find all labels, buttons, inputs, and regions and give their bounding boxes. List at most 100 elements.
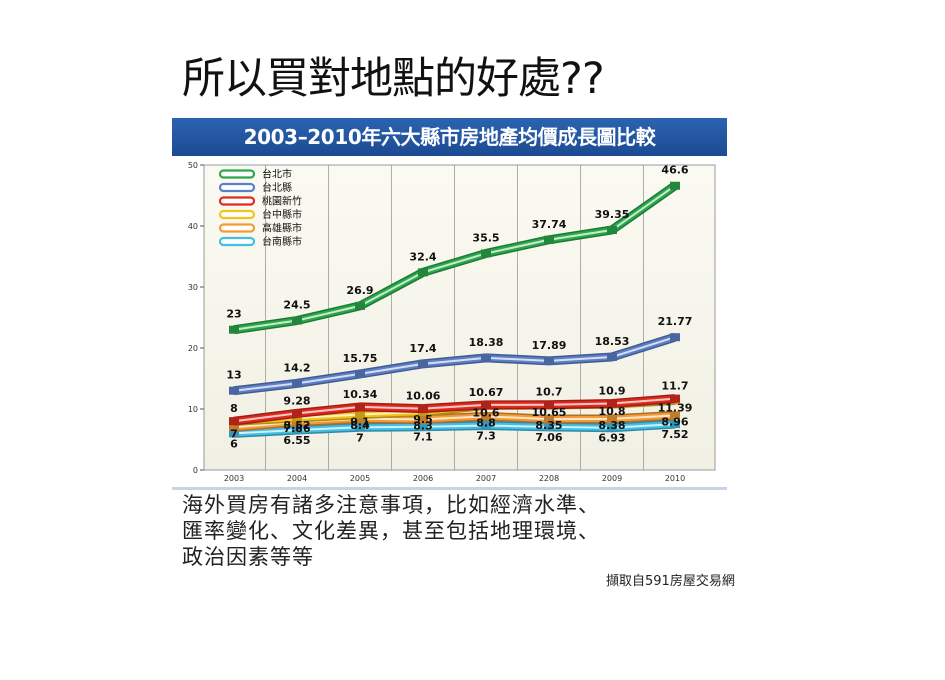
y-tick-label: 40: [188, 222, 198, 231]
data-label: 8.4: [350, 419, 370, 432]
data-label: 46.6: [661, 164, 688, 177]
data-point: [670, 411, 680, 420]
x-tick-label: 2208: [539, 474, 559, 483]
data-label: 7: [230, 427, 238, 440]
data-point: [355, 369, 365, 378]
data-point: [544, 400, 554, 409]
x-tick-label: 2007: [476, 474, 496, 483]
series-line-highlight: [233, 423, 676, 435]
data-point: [481, 412, 491, 421]
data-point: [229, 386, 239, 395]
body-line: 政治因素等等: [182, 545, 314, 569]
x-tick-label: 2009: [602, 474, 622, 483]
x-tick-label: 2005: [350, 474, 370, 483]
legend-swatch: [218, 182, 256, 193]
data-label: 10.06: [406, 390, 441, 403]
data-point: [607, 352, 617, 361]
data-point: [292, 426, 302, 435]
data-label: 7.1: [413, 431, 433, 444]
data-point: [418, 404, 428, 413]
body-line: 海外買房有諸多注意事項，比如經濟水準、: [182, 493, 600, 517]
data-point: [607, 414, 617, 423]
data-point: [544, 235, 554, 244]
data-point: [229, 423, 239, 432]
data-point: [418, 359, 428, 368]
data-label: 13: [226, 369, 241, 382]
chart-title: 2003–2010年六大縣市房地產均價成長圖比較: [172, 118, 727, 156]
data-point: [229, 429, 239, 438]
data-label: 8: [230, 402, 238, 415]
legend-label: 台北市: [262, 168, 292, 181]
data-label: 10.67: [469, 386, 504, 399]
data-label: 10.6: [472, 406, 499, 419]
data-label: 23: [226, 308, 241, 321]
y-tick-label: 30: [188, 283, 198, 292]
data-label: 10.34: [343, 388, 378, 401]
data-label: 10.7: [535, 386, 562, 399]
data-point: [229, 325, 239, 334]
data-point: [355, 410, 365, 419]
data-point: [292, 316, 302, 325]
data-label: 32.4: [409, 250, 436, 263]
y-tick-label: 50: [188, 161, 198, 170]
data-label: 14.2: [283, 361, 310, 374]
data-label: 39.35: [595, 208, 630, 221]
data-label: 8.35: [535, 419, 562, 432]
data-point: [355, 301, 365, 310]
data-label: 11.7: [661, 380, 688, 393]
data-point: [544, 415, 554, 424]
chart-panel: 2003–2010年六大縣市房地產均價成長圖比較 0 10 20 30 40 50 2003…: [172, 118, 727, 490]
data-point: [292, 409, 302, 418]
data-label: 17.89: [532, 339, 567, 352]
legend-swatch: [218, 236, 256, 247]
data-label: 8.38: [598, 419, 625, 432]
data-point: [481, 400, 491, 409]
data-label: 26.9: [346, 284, 373, 297]
data-point: [481, 249, 491, 258]
data-label: 10.65: [532, 406, 567, 419]
data-point: [229, 417, 239, 426]
data-point: [670, 394, 680, 403]
legend-swatch: [218, 169, 256, 179]
legend-label: 高雄縣市: [262, 222, 302, 235]
data-label: 8.3: [413, 419, 433, 432]
x-tick-label: 2004: [287, 474, 307, 483]
data-label: 9.28: [283, 394, 310, 407]
data-point: [481, 353, 491, 362]
y-tick-label: 0: [193, 466, 198, 475]
data-point: [292, 414, 302, 423]
body-line: 匯率變化、文化差異，甚至包括地理環境、: [182, 519, 600, 543]
data-point: [544, 422, 554, 431]
data-label: 8.96: [661, 415, 688, 428]
body-text: 海外買房有諸多注意事項，比如經濟水準、 匯率變化、文化差異，甚至包括地理環境、 …: [182, 492, 742, 570]
series-line-highlight: [233, 397, 676, 423]
legend-swatch: [218, 223, 256, 233]
data-label: 6.55: [283, 434, 310, 447]
data-point: [418, 422, 428, 431]
data-point: [418, 415, 428, 424]
data-label: 18.38: [469, 336, 504, 349]
data-point: [292, 379, 302, 388]
data-label: 9.1: [350, 415, 370, 428]
data-label: 7.06: [535, 431, 562, 444]
data-point: [670, 333, 680, 342]
data-label: 18.53: [595, 335, 630, 348]
data-label: 10.9: [598, 385, 625, 398]
data-label: 6: [230, 437, 238, 450]
x-tick-label: 2006: [413, 474, 433, 483]
x-tick-label: 2003: [224, 474, 244, 483]
data-point: [607, 225, 617, 234]
data-point: [544, 356, 554, 365]
data-label: 24.5: [283, 299, 310, 312]
legend-swatch: [218, 209, 256, 220]
data-label: 35.5: [472, 231, 499, 244]
series-line-highlight: [233, 184, 676, 331]
data-label: 7.86: [283, 422, 310, 435]
data-label: 8.8: [476, 416, 496, 429]
data-label: 10.8: [598, 405, 625, 418]
y-tick-label: 20: [188, 344, 198, 353]
data-point: [355, 402, 365, 411]
data-label: 9.5: [413, 413, 433, 426]
source-note: 擷取自591房屋交易網: [606, 574, 735, 589]
slide-title: 所以買對地點的好處??: [182, 54, 605, 104]
